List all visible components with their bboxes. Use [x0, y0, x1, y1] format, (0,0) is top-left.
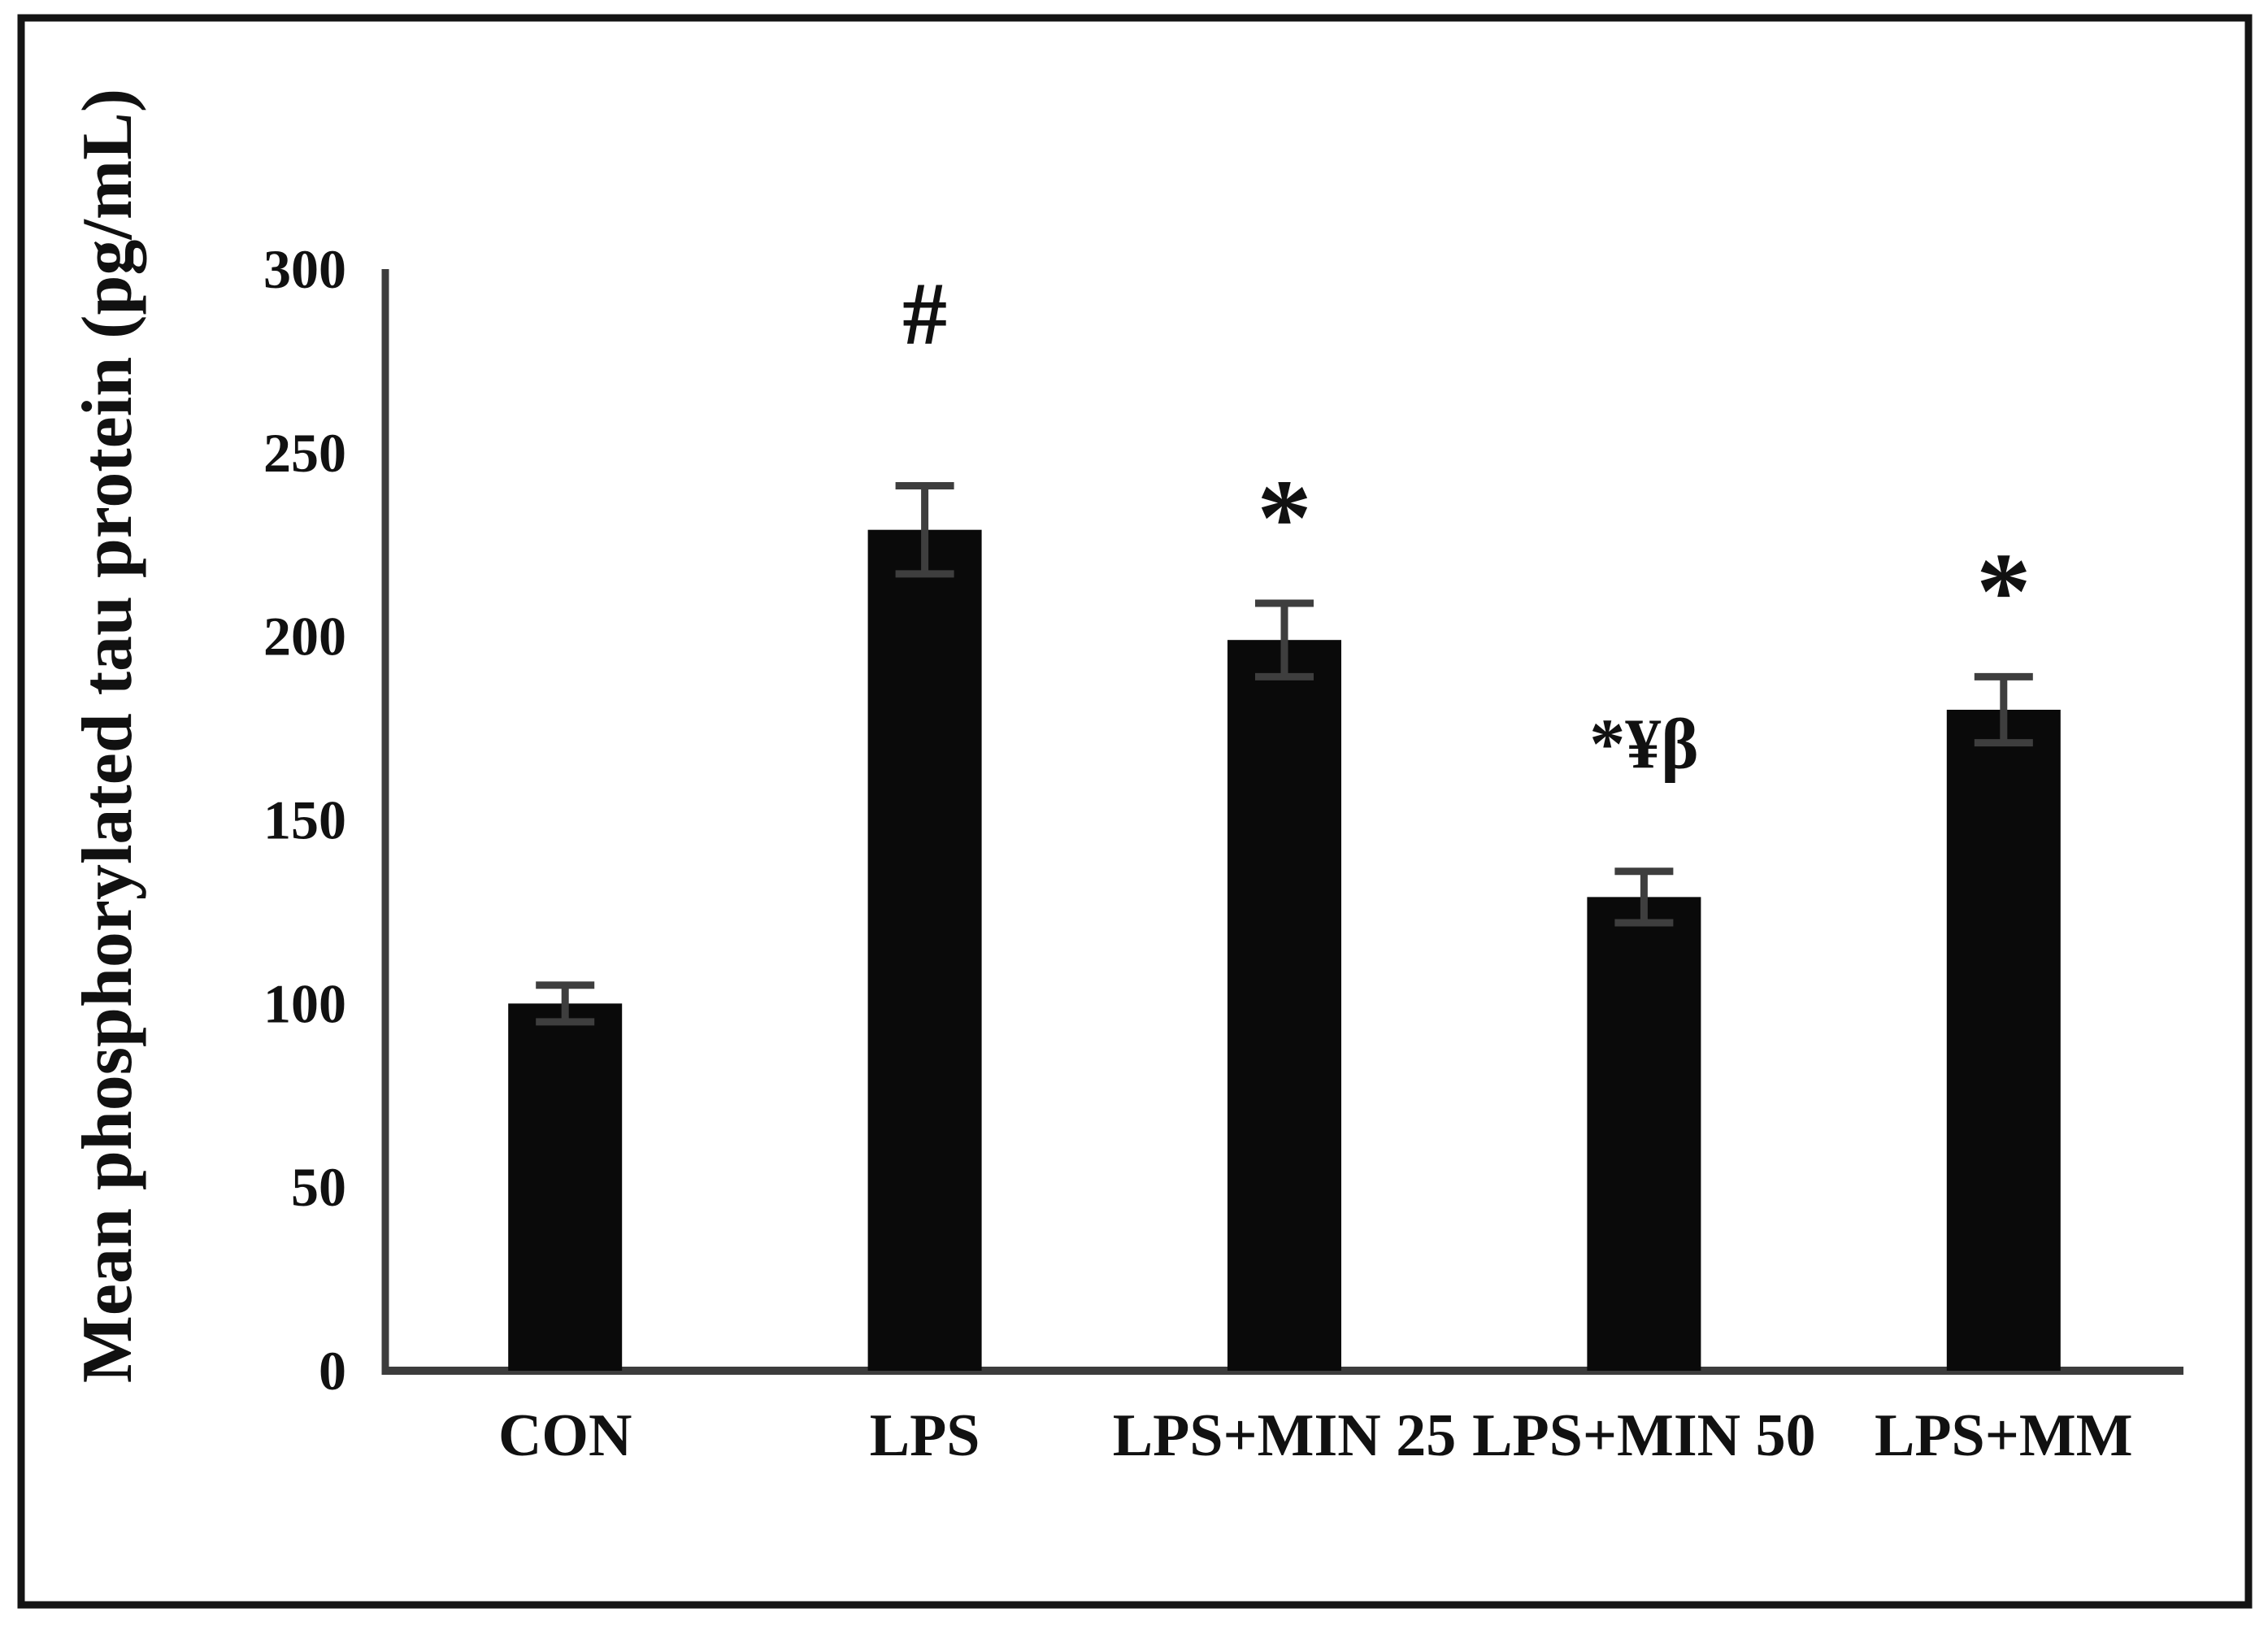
bar: [1587, 897, 1701, 1371]
y-tick-label: 150: [263, 789, 346, 851]
y-tick-label: 300: [263, 238, 346, 300]
bar: [1946, 710, 2061, 1371]
y-tick-label: 100: [263, 972, 346, 1034]
x-category-label: LPS+MM: [1875, 1402, 2133, 1469]
significance-annotation: *: [1257, 458, 1312, 579]
y-tick-label: 250: [263, 422, 346, 484]
y-tick-label: 200: [263, 606, 346, 667]
y-tick-label: 0: [319, 1340, 346, 1402]
figure-border: [17, 14, 2253, 1609]
significance-annotation: *: [1976, 531, 2031, 652]
significance-annotation: #: [902, 263, 947, 363]
significance-annotation: *¥β: [1589, 706, 1698, 785]
x-category-label: LPS+MIN 25: [1113, 1402, 1456, 1469]
bar: [1227, 640, 1341, 1371]
bar: [508, 1003, 623, 1371]
x-category-label: CON: [498, 1402, 632, 1469]
bar: [867, 529, 982, 1371]
x-category-label: LPS+MIN 50: [1472, 1402, 1815, 1469]
y-tick-label: 50: [291, 1156, 346, 1218]
x-category-label: LPS: [870, 1402, 980, 1469]
